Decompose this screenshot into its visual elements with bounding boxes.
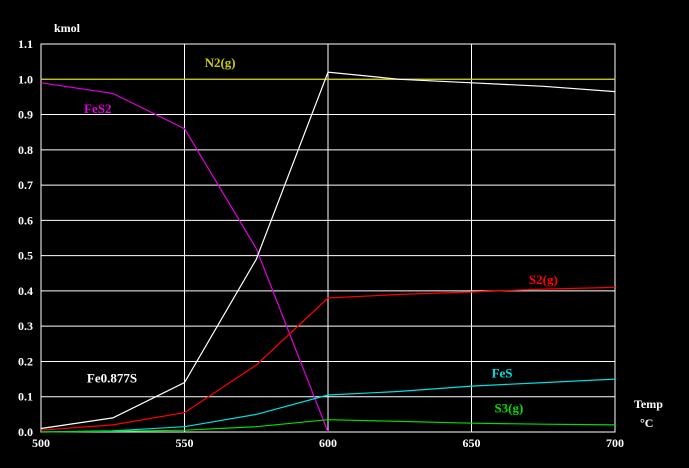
y-tick-label: 0.0 [18, 425, 33, 439]
x-tick-label: 600 [319, 436, 337, 450]
y-tick-label: 0.4 [18, 284, 33, 298]
series-line [40, 378, 616, 433]
y-tick-label: 0.9 [18, 108, 33, 122]
series-label: S3(g) [494, 401, 523, 416]
series-label: FeS2 [84, 101, 111, 116]
y-axis-unit: kmol [54, 21, 81, 35]
x-axis-label: Temp [634, 397, 663, 411]
y-tick-label: 0.7 [18, 178, 33, 192]
series-label: Fe0.877S [87, 371, 137, 386]
x-tick-label: 500 [32, 436, 50, 450]
series-line [40, 71, 616, 430]
series-label: FeS [492, 365, 513, 380]
y-tick-label: 0.1 [18, 390, 33, 404]
x-tick-label: 550 [176, 436, 194, 450]
x-tick-label: 650 [463, 436, 481, 450]
series-line [40, 419, 616, 433]
grid [40, 43, 616, 433]
tick-labels: 0.0 0.1 0.2 0.3 0.4 0.5 0.6 0.7 0.8 0.9 1.0 1.1 500 5… [18, 37, 624, 450]
y-tick-label: 0.2 [18, 354, 33, 368]
series-label: N2(g) [205, 55, 236, 70]
series-line [40, 82, 329, 433]
series-labels: N2(g) FeS2 Fe0.877S S2(g) FeS S3(g) [84, 55, 558, 416]
y-tick-label: 0.8 [18, 143, 33, 157]
series-label: S2(g) [529, 272, 558, 287]
series-line [40, 286, 616, 431]
y-tick-label: 0.6 [18, 213, 33, 227]
series-lines [40, 71, 616, 433]
y-tick-label: 0.5 [18, 249, 33, 263]
x-axis-unit: °C [640, 416, 653, 430]
y-tick-label: 1.0 [18, 72, 33, 86]
y-tick-label: 0.3 [18, 319, 33, 333]
x-tick-label: 700 [606, 436, 624, 450]
y-tick-label: 1.1 [18, 37, 33, 51]
